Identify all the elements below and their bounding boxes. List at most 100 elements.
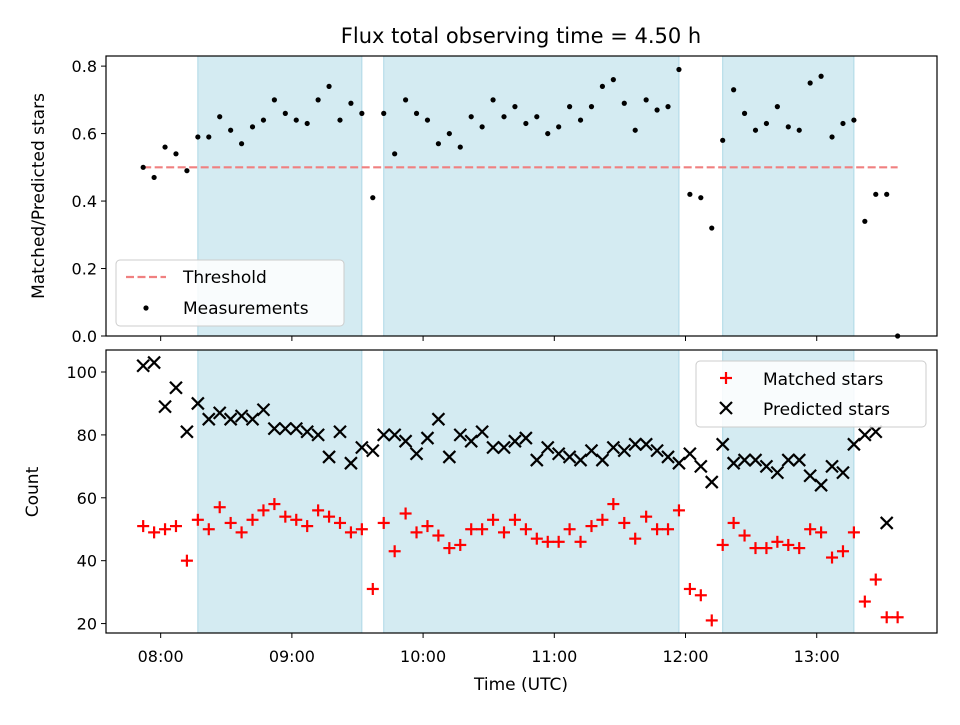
measurement-point [567,104,573,110]
measurement-point [370,195,376,201]
predicted-star-point [683,446,697,461]
measurement-point [665,104,671,110]
top-y-axis-label: Matched/Predicted stars [29,93,49,299]
predicted-star-point [540,440,555,455]
measurement-point [315,97,321,103]
predicted-star-point [398,434,413,448]
measurement-point [785,124,791,130]
matched-star-point [180,554,193,567]
matched-star-point [224,516,237,529]
measurement-point [731,87,737,93]
bottom-shaded-intervals [197,349,855,634]
top-legend: Threshold Measurements [115,259,345,327]
predicted-star-point [442,450,457,464]
predicted-star-point [322,450,336,464]
measurement-point [184,168,190,174]
matched-star-point [804,523,817,536]
matched-star-point [836,545,849,558]
predicted-star-point [551,446,566,461]
legend-matched-label: Matched stars [763,370,883,390]
measurement-point [479,124,485,130]
bottom-ytick-label: 100 [66,363,97,382]
measurement-point [413,110,420,116]
measurement-point [807,80,813,86]
predicted-star-point [311,428,325,442]
predicted-star-point [475,424,489,439]
measurement-point [173,151,179,157]
bottom-xtick-label: 09:00 [269,647,315,666]
matched-star-point [574,535,587,548]
measurement-point [840,120,846,127]
matched-stars-points [137,498,904,627]
matched-star-point [858,595,871,608]
bottom-ytick-label: 20 [77,615,97,634]
matched-star-point [465,523,478,536]
matched-star-point [399,507,412,520]
predicted-star-point [486,440,500,455]
legend-predicted-label: Predicted stars [763,400,890,420]
predicted-star-point [562,450,577,464]
matched-star-point [793,542,806,555]
predicted-star-point [737,453,752,467]
predicted-star-point [814,478,828,492]
matched-star-point [366,582,379,595]
predicted-star-point [158,399,172,414]
measurement-point [162,144,168,150]
matched-star-point [629,532,642,545]
predicted-star-point [420,431,435,445]
matched-star-point [498,526,511,539]
top-x-ticks [160,336,818,341]
measurement-point [851,117,857,123]
measurement-point [698,195,704,201]
matched-star-point [771,535,784,548]
measurement-point [195,134,201,140]
predicted-star-point [803,468,817,483]
matched-star-point [651,523,664,536]
measurement-point [829,134,835,140]
matched-star-point [826,551,839,564]
measurement-point [741,110,748,116]
legend-measurements-swatch [143,305,149,311]
top-y-ticks: 0.0 0.2 0.4 0.6 0.8 [72,57,106,346]
matched-star-point [880,611,893,624]
predicted-star-point [333,424,347,439]
predicted-stars-points [136,355,894,530]
bottom-x-ticks: 08:00 09:00 10:00 11:00 12:00 13:00 [138,633,840,666]
predicted-star-point [661,450,675,464]
predicted-star-point [726,456,741,470]
legend-predicted-swatch [719,401,733,415]
predicted-star-point [715,437,730,452]
predicted-star-point [628,437,642,452]
matched-star-point [760,542,773,555]
measurement-point [643,97,649,103]
bottom-xtick-label: 13:00 [794,647,840,666]
matched-star-point [159,523,172,536]
predicted-star-point [672,456,686,470]
predicted-star-point [497,440,511,455]
measurement-point [512,104,518,110]
matched-star-point [377,516,390,529]
predicted-star-point [234,409,249,423]
top-ytick-label: 0.4 [72,192,97,211]
predicted-star-point [147,355,161,370]
predicted-star-point [344,456,358,470]
measurement-point [359,110,365,116]
matched-star-point [585,520,598,533]
predicted-star-point [464,434,478,448]
measurement-point [545,130,551,137]
measurement-point [228,127,234,133]
matched-star-point [541,535,554,548]
matched-star-point [191,513,204,526]
top-shaded-intervals [197,55,855,337]
matched-star-point [738,529,751,542]
predicted-star-point [836,465,850,480]
measurement-point [468,114,474,120]
matched-star-point [169,520,182,533]
predicted-star-point [289,421,304,436]
bottom-ytick-label: 80 [77,426,97,445]
matched-star-point [388,545,401,558]
predicted-star-point [606,440,621,455]
measurement-point [402,97,409,103]
matched-star-point [432,529,445,542]
measurement-point [720,137,726,143]
